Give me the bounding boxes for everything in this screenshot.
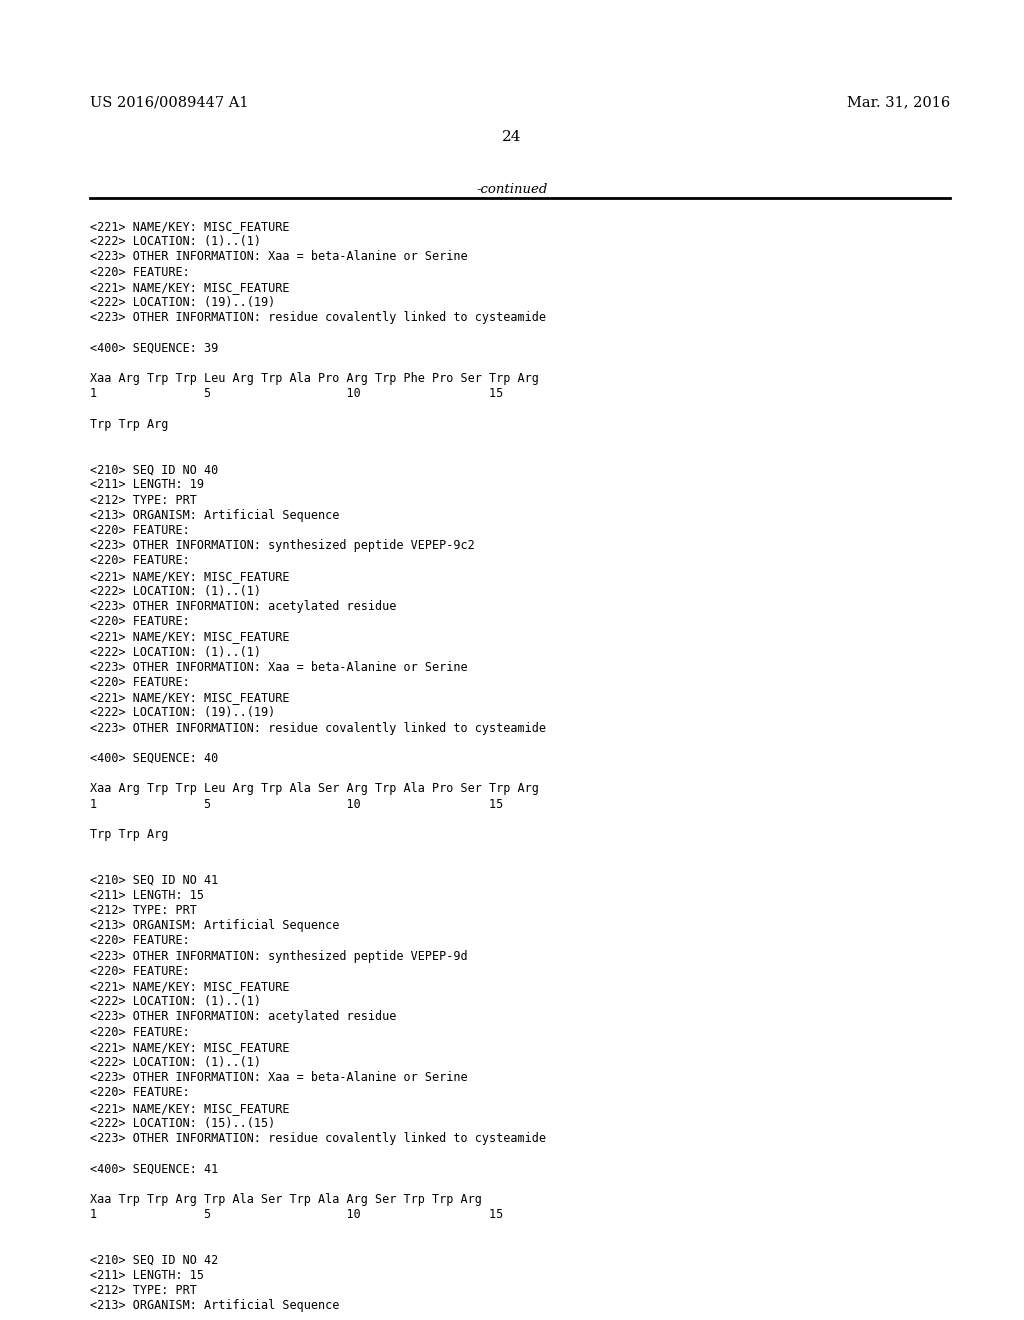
Text: <222> LOCATION: (1)..(1): <222> LOCATION: (1)..(1)	[90, 645, 261, 659]
Text: <220> FEATURE:: <220> FEATURE:	[90, 615, 189, 628]
Text: US 2016/0089447 A1: US 2016/0089447 A1	[90, 95, 249, 110]
Text: <222> LOCATION: (19)..(19): <222> LOCATION: (19)..(19)	[90, 706, 275, 719]
Text: <221> NAME/KEY: MISC_FEATURE: <221> NAME/KEY: MISC_FEATURE	[90, 631, 290, 643]
Text: <220> FEATURE:: <220> FEATURE:	[90, 524, 189, 537]
Text: <220> FEATURE:: <220> FEATURE:	[90, 265, 189, 279]
Text: <212> TYPE: PRT: <212> TYPE: PRT	[90, 904, 197, 917]
Text: Trp Trp Arg: Trp Trp Arg	[90, 828, 168, 841]
Text: <220> FEATURE:: <220> FEATURE:	[90, 935, 189, 948]
Text: <223> OTHER INFORMATION: Xaa = beta-Alanine or Serine: <223> OTHER INFORMATION: Xaa = beta-Alan…	[90, 661, 468, 673]
Text: <221> NAME/KEY: MISC_FEATURE: <221> NAME/KEY: MISC_FEATURE	[90, 220, 290, 234]
Text: Mar. 31, 2016: Mar. 31, 2016	[847, 95, 950, 110]
Text: <223> OTHER INFORMATION: residue covalently linked to cysteamide: <223> OTHER INFORMATION: residue covalen…	[90, 312, 546, 325]
Text: <213> ORGANISM: Artificial Sequence: <213> ORGANISM: Artificial Sequence	[90, 508, 339, 521]
Text: <210> SEQ ID NO 40: <210> SEQ ID NO 40	[90, 463, 218, 477]
Text: 24: 24	[502, 129, 522, 144]
Text: <223> OTHER INFORMATION: Xaa = beta-Alanine or Serine: <223> OTHER INFORMATION: Xaa = beta-Alan…	[90, 1072, 468, 1084]
Text: <221> NAME/KEY: MISC_FEATURE: <221> NAME/KEY: MISC_FEATURE	[90, 1102, 290, 1114]
Text: <223> OTHER INFORMATION: residue covalently linked to cysteamide: <223> OTHER INFORMATION: residue covalen…	[90, 1133, 546, 1144]
Text: <222> LOCATION: (1)..(1): <222> LOCATION: (1)..(1)	[90, 1056, 261, 1069]
Text: <400> SEQUENCE: 41: <400> SEQUENCE: 41	[90, 1163, 218, 1175]
Text: <213> ORGANISM: Artificial Sequence: <213> ORGANISM: Artificial Sequence	[90, 919, 339, 932]
Text: <400> SEQUENCE: 40: <400> SEQUENCE: 40	[90, 752, 218, 766]
Text: <223> OTHER INFORMATION: acetylated residue: <223> OTHER INFORMATION: acetylated resi…	[90, 601, 396, 612]
Text: <220> FEATURE:: <220> FEATURE:	[90, 965, 189, 978]
Text: <400> SEQUENCE: 39: <400> SEQUENCE: 39	[90, 342, 218, 355]
Text: <211> LENGTH: 15: <211> LENGTH: 15	[90, 1269, 204, 1282]
Text: <221> NAME/KEY: MISC_FEATURE: <221> NAME/KEY: MISC_FEATURE	[90, 1040, 290, 1053]
Text: <223> OTHER INFORMATION: acetylated residue: <223> OTHER INFORMATION: acetylated resi…	[90, 1010, 396, 1023]
Text: <211> LENGTH: 19: <211> LENGTH: 19	[90, 478, 204, 491]
Text: <210> SEQ ID NO 42: <210> SEQ ID NO 42	[90, 1254, 218, 1267]
Text: <210> SEQ ID NO 41: <210> SEQ ID NO 41	[90, 874, 218, 887]
Text: <220> FEATURE:: <220> FEATURE:	[90, 1086, 189, 1100]
Text: <212> TYPE: PRT: <212> TYPE: PRT	[90, 494, 197, 507]
Text: Xaa Arg Trp Trp Leu Arg Trp Ala Pro Arg Trp Phe Pro Ser Trp Arg: Xaa Arg Trp Trp Leu Arg Trp Ala Pro Arg …	[90, 372, 539, 385]
Text: <221> NAME/KEY: MISC_FEATURE: <221> NAME/KEY: MISC_FEATURE	[90, 692, 290, 704]
Text: Trp Trp Arg: Trp Trp Arg	[90, 417, 168, 430]
Text: 1               5                   10                  15: 1 5 10 15	[90, 387, 503, 400]
Text: <223> OTHER INFORMATION: synthesized peptide VEPEP-9d: <223> OTHER INFORMATION: synthesized pep…	[90, 949, 468, 962]
Text: <212> TYPE: PRT: <212> TYPE: PRT	[90, 1284, 197, 1298]
Text: <220> FEATURE:: <220> FEATURE:	[90, 1026, 189, 1039]
Text: <222> LOCATION: (1)..(1): <222> LOCATION: (1)..(1)	[90, 235, 261, 248]
Text: 1               5                   10                  15: 1 5 10 15	[90, 1208, 503, 1221]
Text: <220> FEATURE:: <220> FEATURE:	[90, 676, 189, 689]
Text: 1               5                   10                  15: 1 5 10 15	[90, 797, 503, 810]
Text: <223> OTHER INFORMATION: Xaa = beta-Alanine or Serine: <223> OTHER INFORMATION: Xaa = beta-Alan…	[90, 251, 468, 264]
Text: -continued: -continued	[476, 183, 548, 195]
Text: <222> LOCATION: (1)..(1): <222> LOCATION: (1)..(1)	[90, 995, 261, 1008]
Text: <223> OTHER INFORMATION: synthesized peptide VEPEP-9c2: <223> OTHER INFORMATION: synthesized pep…	[90, 539, 475, 552]
Text: Xaa Arg Trp Trp Leu Arg Trp Ala Ser Arg Trp Ala Pro Ser Trp Arg: Xaa Arg Trp Trp Leu Arg Trp Ala Ser Arg …	[90, 783, 539, 796]
Text: <211> LENGTH: 15: <211> LENGTH: 15	[90, 888, 204, 902]
Text: <221> NAME/KEY: MISC_FEATURE: <221> NAME/KEY: MISC_FEATURE	[90, 979, 290, 993]
Text: <220> FEATURE:: <220> FEATURE:	[90, 554, 189, 568]
Text: <213> ORGANISM: Artificial Sequence: <213> ORGANISM: Artificial Sequence	[90, 1299, 339, 1312]
Text: <223> OTHER INFORMATION: residue covalently linked to cysteamide: <223> OTHER INFORMATION: residue covalen…	[90, 722, 546, 735]
Text: <222> LOCATION: (15)..(15): <222> LOCATION: (15)..(15)	[90, 1117, 275, 1130]
Text: <221> NAME/KEY: MISC_FEATURE: <221> NAME/KEY: MISC_FEATURE	[90, 281, 290, 294]
Text: <222> LOCATION: (19)..(19): <222> LOCATION: (19)..(19)	[90, 296, 275, 309]
Text: <221> NAME/KEY: MISC_FEATURE: <221> NAME/KEY: MISC_FEATURE	[90, 570, 290, 582]
Text: <222> LOCATION: (1)..(1): <222> LOCATION: (1)..(1)	[90, 585, 261, 598]
Text: Xaa Trp Trp Arg Trp Ala Ser Trp Ala Arg Ser Trp Trp Arg: Xaa Trp Trp Arg Trp Ala Ser Trp Ala Arg …	[90, 1193, 482, 1205]
